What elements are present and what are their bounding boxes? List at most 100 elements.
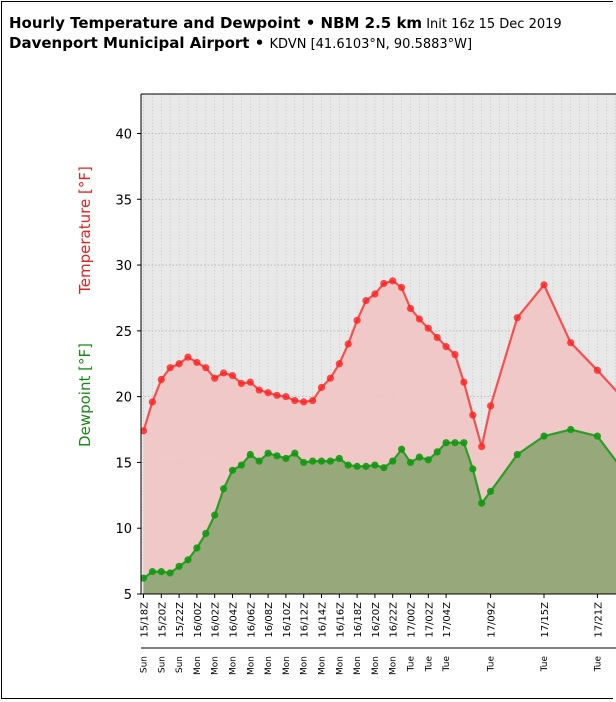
x-day-label: Mon xyxy=(300,656,310,675)
x-tick-label: 17/04Z xyxy=(442,602,453,638)
temperature-point xyxy=(175,360,183,368)
x-tick-label: 16/00Z xyxy=(193,602,204,638)
dewpoint-point xyxy=(567,425,575,434)
chart-title: Hourly Temperature and Dewpoint • NBM 2.… xyxy=(9,14,562,32)
dewpoint-point xyxy=(202,529,210,538)
dewpoint-point xyxy=(148,568,156,576)
temperature-point xyxy=(513,314,521,322)
dewpoint-point xyxy=(344,461,352,469)
dewpoint-point xyxy=(166,569,174,577)
dewpoint-point xyxy=(157,568,165,576)
y-tick-label: 15 xyxy=(115,456,132,471)
x-day-label: Mon xyxy=(193,656,203,675)
series-points xyxy=(141,277,602,582)
temperature-point xyxy=(220,369,228,377)
dewpoint-point xyxy=(220,485,228,493)
temperature-point xyxy=(211,374,219,382)
x-tick-label: 15/22Z xyxy=(175,602,186,638)
dewpoint-axis-label: Dewpoint [°F] xyxy=(76,343,94,447)
dewpoint-point xyxy=(141,574,148,582)
temperature-point xyxy=(326,374,334,382)
dewpoint-point xyxy=(184,556,192,564)
dewpoint-point xyxy=(264,449,272,457)
temperature-point xyxy=(478,443,486,451)
dewpoint-point xyxy=(424,456,432,464)
temperature-point xyxy=(282,393,290,401)
x-day-label: Mon xyxy=(264,656,274,675)
temperature-point xyxy=(380,279,388,288)
dewpoint-point xyxy=(442,439,450,447)
temperature-point xyxy=(371,290,379,298)
dewpoint-point xyxy=(380,464,388,472)
temperature-axis-label: Temperature [°F] xyxy=(76,166,94,295)
temperature-point xyxy=(406,304,415,313)
x-day-label: Mon xyxy=(211,656,221,675)
dewpoint-point xyxy=(255,457,263,465)
x-tick-label: 17/09Z xyxy=(487,602,498,638)
x-tick-label: 15/20Z xyxy=(157,602,168,638)
x-day-label: Tue xyxy=(487,656,497,673)
temperature-point xyxy=(255,386,263,394)
x-day-label: Sun xyxy=(140,656,150,673)
model-name: NBM 2.5 km xyxy=(320,14,423,32)
dewpoint-point xyxy=(371,461,379,469)
temperature-point xyxy=(193,358,201,367)
dewpoint-point xyxy=(451,439,459,447)
x-tick-label: 17/21Z xyxy=(593,602,604,638)
dewpoint-point xyxy=(273,452,281,460)
x-tick-label: 16/08Z xyxy=(264,602,275,638)
x-tick-label: 16/20Z xyxy=(371,602,382,638)
x-tick-label: 15/18Z xyxy=(140,602,151,638)
x-tick-label: 16/02Z xyxy=(211,602,222,638)
dewpoint-point xyxy=(362,462,370,470)
x-day-label: Tue xyxy=(424,656,434,673)
temperature-point xyxy=(460,378,468,386)
x-day-label: Sun xyxy=(175,656,185,673)
dewpoint-point xyxy=(487,487,495,495)
dewpoint-point xyxy=(389,457,397,465)
temperature-point xyxy=(246,378,254,386)
temperature-point xyxy=(433,333,441,342)
dewpoint-point xyxy=(211,511,219,519)
temperature-point xyxy=(237,379,245,388)
dewpoint-point xyxy=(398,445,406,453)
x-day-label: Tue xyxy=(442,656,452,673)
x-tick-label: 16/14Z xyxy=(318,602,329,638)
y-tick-label: 40 xyxy=(115,127,132,142)
dewpoint-point xyxy=(478,499,486,507)
x-day-label: Mon xyxy=(318,656,328,675)
temperature-point xyxy=(344,340,352,348)
x-day-label: Tue xyxy=(407,656,417,673)
station-name: Davenport Municipal Airport xyxy=(9,34,250,52)
temperature-point xyxy=(415,315,423,323)
y-ticks: 5 10 15 20 25 30 35 40 xyxy=(115,127,141,603)
y-tick-label: 30 xyxy=(115,259,132,274)
temperature-point xyxy=(398,283,406,292)
dewpoint-point xyxy=(317,457,326,465)
temperature-point xyxy=(593,366,602,374)
dewpoint-point xyxy=(335,454,343,463)
dewpoint-point xyxy=(593,432,602,440)
dewpoint-point xyxy=(228,466,237,474)
dewpoint-point xyxy=(175,562,183,570)
dewpoint-fill xyxy=(143,429,616,594)
temperature-point xyxy=(317,383,326,392)
dewpoint-point xyxy=(326,457,334,465)
x-tick-label: 17/00Z xyxy=(407,602,418,638)
temperature-point xyxy=(362,296,370,305)
temperature-point xyxy=(300,398,308,406)
x-tick-label: 16/04Z xyxy=(229,602,240,638)
x-tick-label: 16/18Z xyxy=(353,602,364,638)
x-day-label: Mon xyxy=(229,656,239,675)
dewpoint-point xyxy=(415,453,423,461)
x-tick-label: 17/15Z xyxy=(540,602,551,638)
temperature-point xyxy=(451,350,459,359)
dewpoint-point xyxy=(246,450,254,459)
temperature-point xyxy=(141,427,148,435)
temperature-point xyxy=(469,411,477,419)
x-tick-label: 16/12Z xyxy=(300,602,311,638)
station-id-coords: KDVN [41.6103°N, 90.5883°W] xyxy=(269,37,473,52)
y-tick-label: 25 xyxy=(115,325,132,340)
